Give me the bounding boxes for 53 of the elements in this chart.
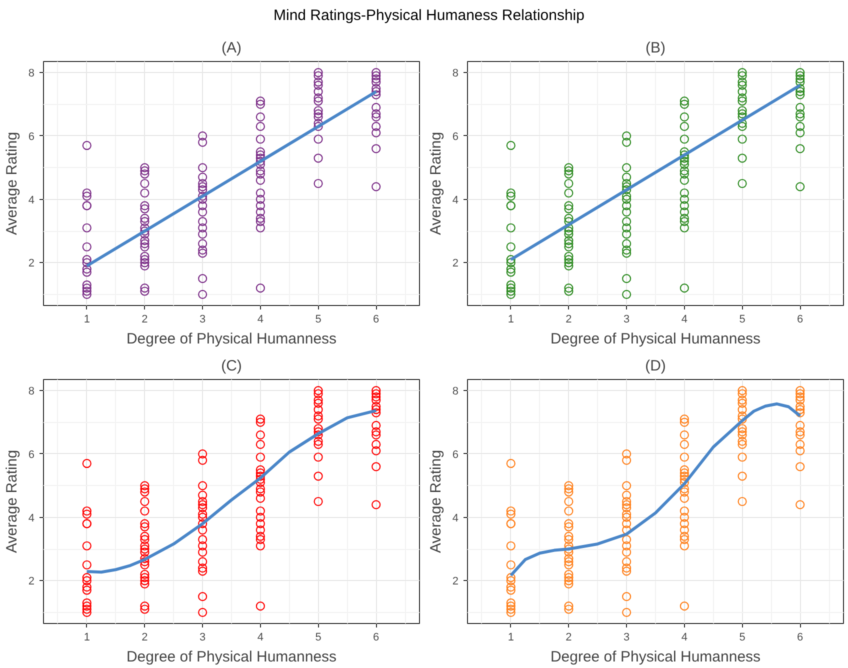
y-tick-label: 2 (452, 258, 459, 270)
y-axis-title: Average Rating (3, 132, 20, 236)
y-tick-label: 6 (452, 130, 459, 143)
x-tick-label: 5 (739, 314, 746, 326)
y-axis-title: Average Rating (3, 450, 20, 554)
y-tick-label: 8 (28, 386, 35, 398)
y-tick-label: 6 (28, 130, 35, 143)
x-tick-label: 3 (200, 314, 206, 326)
chart-title: (C) (221, 358, 242, 374)
x-tick-label: 5 (315, 314, 322, 326)
y-tick-label: 6 (452, 448, 459, 461)
x-tick-label: 6 (797, 314, 804, 326)
y-axis-title: Average Rating (427, 450, 444, 554)
x-tick-label: 1 (508, 632, 514, 644)
y-tick-label: 4 (452, 512, 459, 524)
x-tick-label: 6 (373, 314, 380, 326)
x-tick-label: 1 (84, 632, 90, 644)
y-tick-label: 4 (28, 512, 35, 524)
x-tick-label: 3 (624, 314, 630, 326)
x-tick-label: 4 (257, 314, 264, 326)
x-axis-title: Degree of Physical Humanness (126, 648, 337, 666)
y-tick-label: 2 (28, 258, 35, 270)
x-tick-label: 4 (681, 632, 688, 644)
y-tick-label: 8 (452, 68, 459, 80)
x-tick-label: 6 (373, 632, 380, 644)
x-tick-label: 4 (257, 632, 264, 644)
x-tick-label: 2 (566, 314, 572, 326)
x-tick-label: 6 (797, 632, 804, 644)
x-tick-label: 2 (566, 632, 572, 644)
x-tick-label: 5 (315, 632, 322, 644)
y-tick-label: 4 (28, 194, 35, 206)
y-tick-label: 4 (452, 194, 459, 206)
x-axis-title: Degree of Physical Humanness (550, 330, 761, 348)
y-tick-label: 8 (28, 68, 35, 80)
text: Mind Ratings-Physical Humaness Relationship (274, 6, 584, 26)
y-tick-label: 2 (452, 576, 459, 588)
x-axis-title: Degree of Physical Humanness (550, 648, 761, 666)
x-tick-label: 4 (681, 314, 688, 326)
y-tick-label: 2 (28, 576, 35, 588)
x-tick-label: 5 (739, 632, 746, 644)
chart-title: (D) (645, 358, 666, 374)
x-tick-label: 3 (624, 632, 630, 644)
x-tick-label: 2 (142, 632, 148, 644)
chart-title: (A) (222, 40, 242, 56)
x-axis-title: Degree of Physical Humanness (126, 330, 337, 348)
x-tick-label: 1 (84, 314, 90, 326)
y-tick-label: 8 (452, 386, 459, 398)
chart-title: (B) (646, 40, 666, 56)
y-tick-label: 6 (28, 448, 35, 461)
x-tick-label: 3 (200, 632, 206, 644)
y-axis-title: Average Rating (427, 132, 444, 236)
x-tick-label: 2 (142, 314, 148, 326)
x-tick-label: 1 (508, 314, 514, 326)
